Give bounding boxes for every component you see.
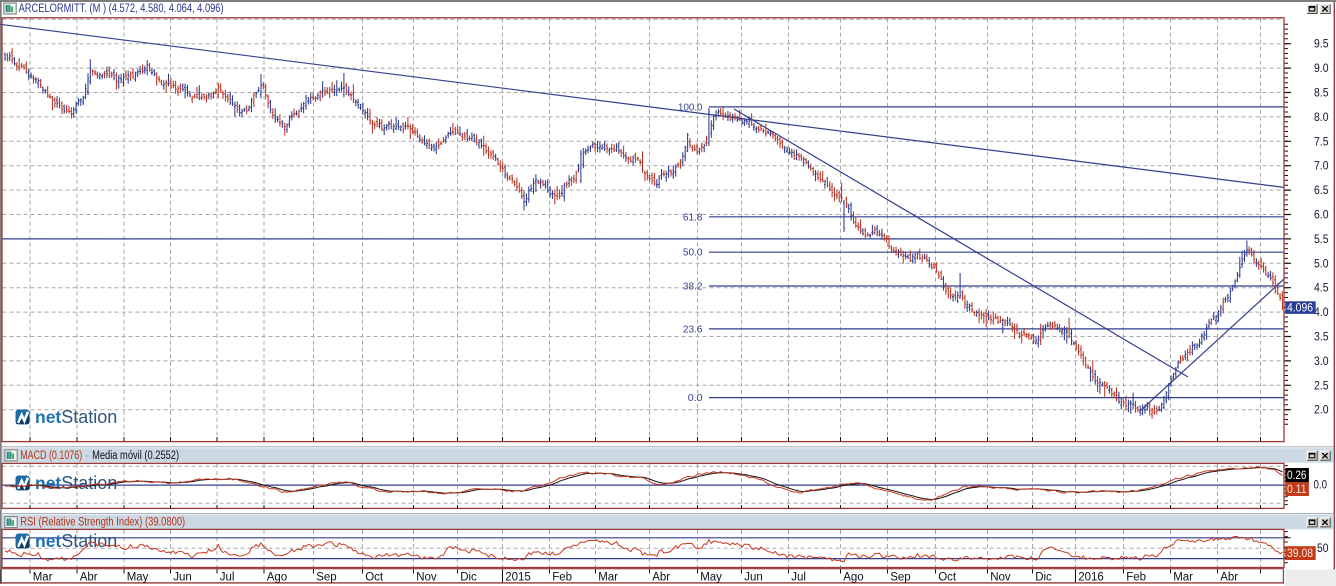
svg-text:0.0: 0.0 (688, 392, 703, 404)
svg-text:100.0: 100.0 (678, 101, 703, 113)
svg-text:2016: 2016 (1078, 571, 1104, 583)
svg-text:Abr: Abr (80, 571, 98, 583)
svg-text:3.5: 3.5 (1314, 330, 1329, 344)
svg-text:Oct: Oct (938, 571, 957, 583)
svg-text:May: May (127, 571, 149, 583)
svg-text:7.5: 7.5 (1314, 134, 1329, 148)
svg-text:2015: 2015 (505, 571, 531, 583)
svg-text:RSI (Relative Strength Index): RSI (Relative Strength Index) (39.0800) (20, 517, 185, 529)
svg-text:61.8: 61.8 (683, 211, 703, 223)
svg-text:23.6: 23.6 (683, 323, 703, 335)
svg-text:7.0: 7.0 (1314, 159, 1329, 173)
svg-text:5.0: 5.0 (1314, 256, 1329, 270)
svg-text:0.11: 0.11 (1287, 484, 1307, 496)
svg-text:0.26: 0.26 (1287, 470, 1307, 482)
svg-text:4.5: 4.5 (1314, 281, 1329, 295)
svg-text:Nov: Nov (416, 571, 437, 583)
svg-text:3.0: 3.0 (1314, 354, 1329, 368)
svg-text:Abr: Abr (1220, 571, 1238, 583)
svg-text:Media móvil (0.2552): Media móvil (0.2552) (92, 450, 179, 462)
svg-text:-: - (85, 450, 89, 462)
svg-text:Sep: Sep (890, 571, 910, 583)
svg-text:netStation: netStation (35, 531, 117, 551)
svg-text:Oct: Oct (365, 571, 384, 583)
svg-text:Jul: Jul (220, 571, 235, 583)
svg-text:4.0: 4.0 (1314, 305, 1329, 319)
svg-text:6.0: 6.0 (1314, 208, 1329, 222)
svg-text:50: 50 (1317, 543, 1329, 555)
svg-text:Jun: Jun (173, 571, 192, 583)
svg-text:Feb: Feb (1126, 571, 1146, 583)
svg-text:38.2: 38.2 (683, 281, 703, 293)
svg-text:8.0: 8.0 (1314, 110, 1329, 124)
svg-text:Mar: Mar (33, 571, 53, 583)
svg-text:Mar: Mar (1173, 571, 1193, 583)
svg-text:Sep: Sep (316, 571, 336, 583)
svg-text:50.0: 50.0 (683, 247, 703, 259)
svg-text:4.096: 4.096 (1287, 302, 1313, 314)
svg-text:9.5: 9.5 (1314, 37, 1329, 51)
svg-text:39.08: 39.08 (1287, 548, 1313, 560)
svg-text:Dic: Dic (460, 571, 477, 583)
svg-text:2.5: 2.5 (1314, 378, 1329, 392)
svg-text:6.5: 6.5 (1314, 183, 1329, 197)
svg-text:Ago: Ago (843, 571, 863, 583)
svg-text:May: May (700, 571, 722, 583)
svg-text:2.0: 2.0 (1314, 403, 1329, 417)
svg-text:netStation: netStation (35, 473, 117, 493)
svg-text:0.0: 0.0 (1314, 480, 1328, 492)
svg-text:5.5: 5.5 (1314, 232, 1329, 246)
svg-text:Abr: Abr (652, 571, 670, 583)
svg-text:Ago: Ago (267, 571, 287, 583)
svg-text:8.5: 8.5 (1314, 86, 1329, 100)
svg-text:9.0: 9.0 (1314, 61, 1329, 75)
svg-text:Feb: Feb (552, 571, 572, 583)
svg-text:MACD (0.1076): MACD (0.1076) (20, 450, 82, 462)
svg-text:ARCELORMITT. (M ) (4.572, 4.58: ARCELORMITT. (M ) (4.572, 4.580, 4.064, … (19, 3, 224, 15)
svg-text:Dic: Dic (1035, 571, 1052, 583)
svg-text:netStation: netStation (35, 407, 117, 427)
svg-text:Nov: Nov (990, 571, 1011, 583)
svg-text:Jun: Jun (744, 571, 763, 583)
svg-text:Mar: Mar (598, 571, 618, 583)
svg-text:Jul: Jul (791, 571, 806, 583)
